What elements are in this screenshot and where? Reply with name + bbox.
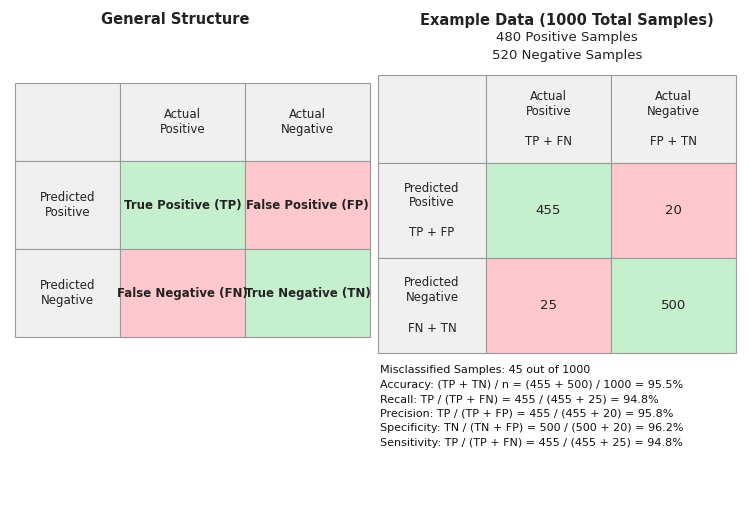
Text: Actual
Negative

FP + TN: Actual Negative FP + TN <box>647 90 700 148</box>
Bar <box>120 83 245 161</box>
Bar <box>120 249 245 337</box>
Text: Actual
Positive

TP + FN: Actual Positive TP + FN <box>525 90 572 148</box>
Bar <box>15 83 120 161</box>
Bar <box>486 163 611 258</box>
Text: Sensitivity: TP / (TP + FN) = 455 / (455 + 25) = 94.8%: Sensitivity: TP / (TP + FN) = 455 / (455… <box>380 438 682 448</box>
Bar <box>15 161 120 249</box>
Text: Precision: TP / (TP + FP) = 455 / (455 + 20) = 95.8%: Precision: TP / (TP + FP) = 455 / (455 +… <box>380 409 674 419</box>
Bar <box>611 163 736 258</box>
Bar <box>486 75 611 163</box>
Text: General Structure: General Structure <box>100 12 249 27</box>
Text: True Positive (TP): True Positive (TP) <box>124 198 242 211</box>
Text: Predicted
Negative: Predicted Negative <box>40 279 95 307</box>
Text: Recall: TP / (TP + FN) = 455 / (455 + 25) = 94.8%: Recall: TP / (TP + FN) = 455 / (455 + 25… <box>380 394 658 404</box>
Bar <box>378 163 486 258</box>
Text: 480 Positive Samples: 480 Positive Samples <box>496 32 638 45</box>
Bar <box>245 249 370 337</box>
Bar <box>378 258 486 353</box>
Text: False Positive (FP): False Positive (FP) <box>246 198 369 211</box>
Bar <box>611 75 736 163</box>
Text: Actual
Positive: Actual Positive <box>160 108 206 136</box>
Text: Predicted
Positive

TP + FP: Predicted Positive TP + FP <box>404 181 460 239</box>
Text: Predicted
Negative

FN + TN: Predicted Negative FN + TN <box>404 277 460 335</box>
Bar <box>15 249 120 337</box>
Bar <box>378 75 486 163</box>
Text: 25: 25 <box>540 299 557 312</box>
Text: Predicted
Positive: Predicted Positive <box>40 191 95 219</box>
Text: True Negative (TN): True Negative (TN) <box>244 286 370 299</box>
Text: Misclassified Samples: 45 out of 1000: Misclassified Samples: 45 out of 1000 <box>380 365 590 375</box>
Bar <box>245 161 370 249</box>
Bar <box>486 258 611 353</box>
Text: Specificity: TN / (TN + FP) = 500 / (500 + 20) = 96.2%: Specificity: TN / (TN + FP) = 500 / (500… <box>380 423 683 433</box>
Text: 20: 20 <box>665 204 682 217</box>
Bar <box>120 161 245 249</box>
Text: 500: 500 <box>661 299 686 312</box>
Text: 520 Negative Samples: 520 Negative Samples <box>492 49 642 62</box>
Text: Example Data (1000 Total Samples): Example Data (1000 Total Samples) <box>420 12 714 27</box>
Bar <box>245 83 370 161</box>
Text: 455: 455 <box>536 204 561 217</box>
Bar <box>611 258 736 353</box>
Text: Accuracy: (TP + TN) / n = (455 + 500) / 1000 = 95.5%: Accuracy: (TP + TN) / n = (455 + 500) / … <box>380 380 683 390</box>
Text: Actual
Negative: Actual Negative <box>281 108 334 136</box>
Text: False Negative (FN): False Negative (FN) <box>117 286 248 299</box>
